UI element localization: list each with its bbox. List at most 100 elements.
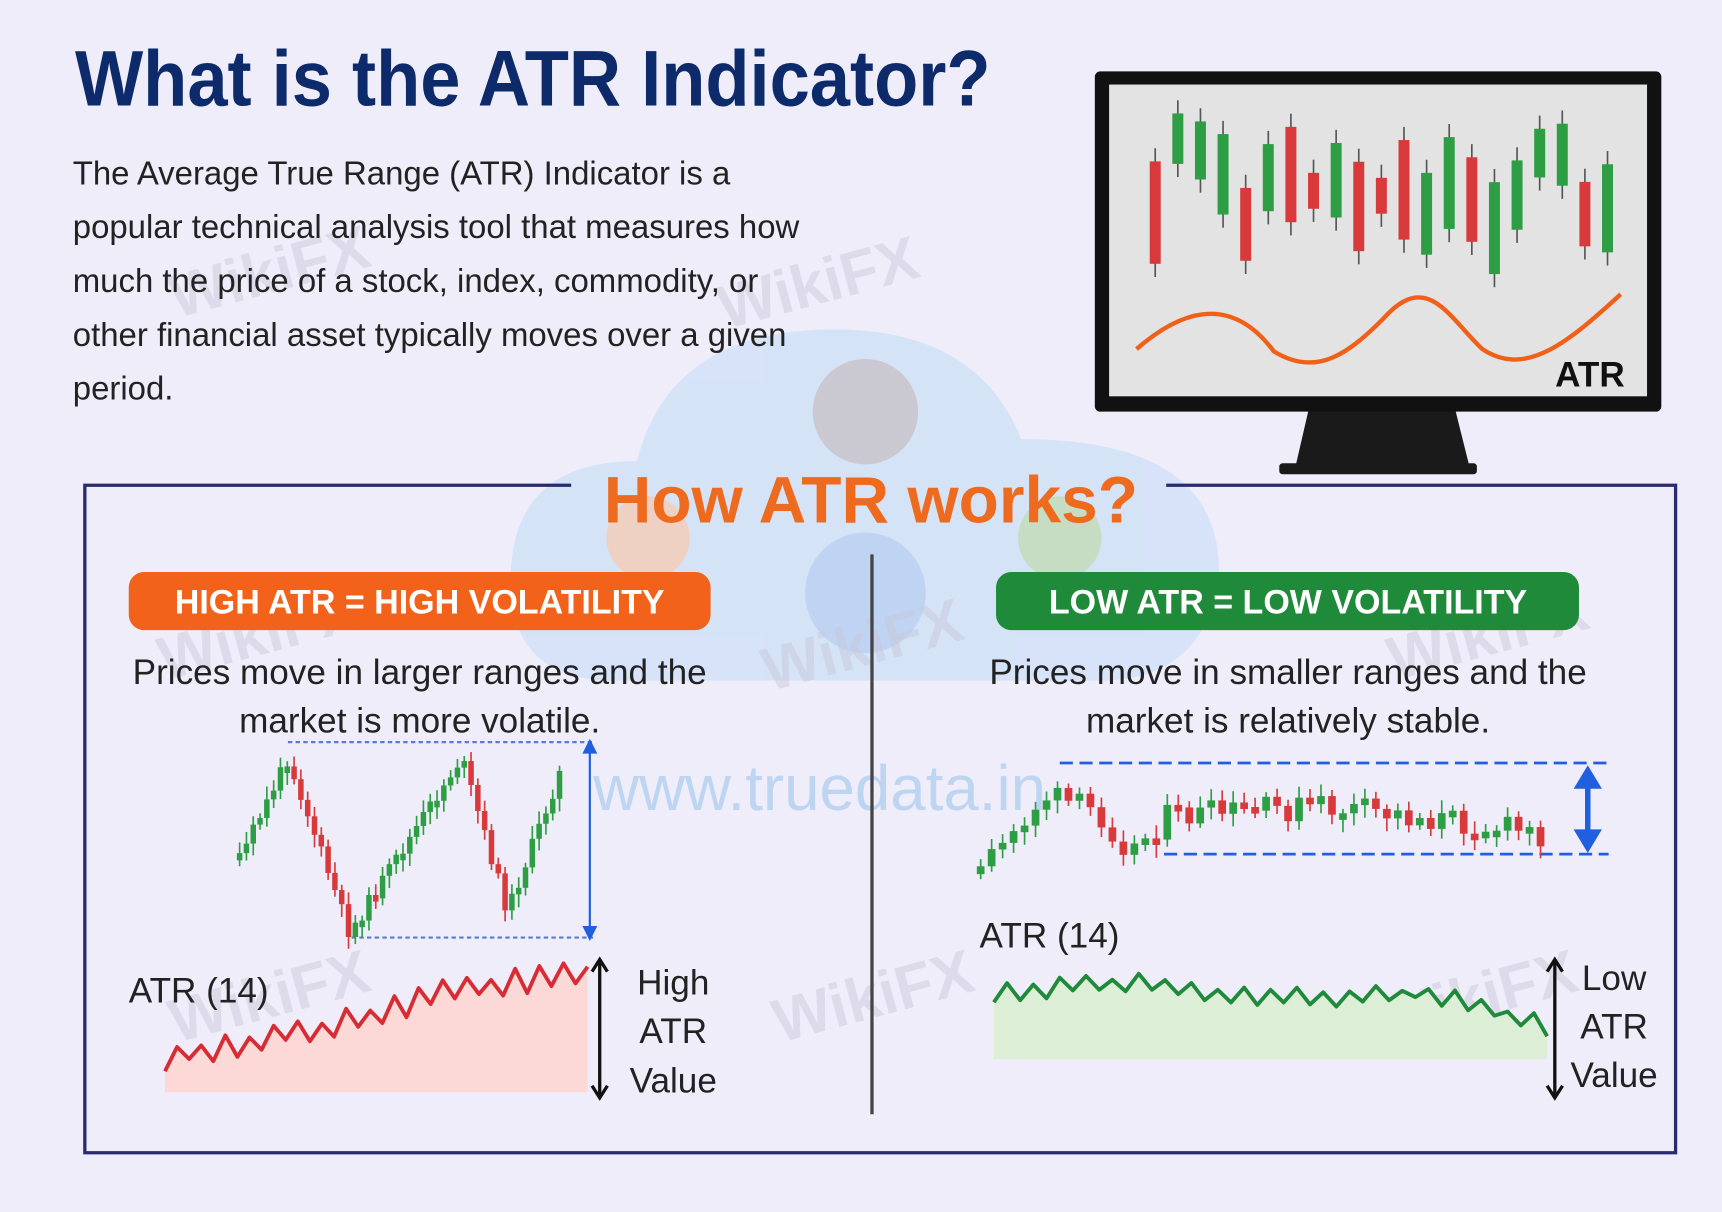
candle-body xyxy=(468,761,474,785)
high-text: Prices move in larger ranges and the xyxy=(133,653,707,692)
candle-body xyxy=(434,800,440,808)
candle-body xyxy=(257,818,263,825)
high-badge xyxy=(128,571,711,631)
candle-body xyxy=(1534,128,1546,178)
high-side-label: ATR xyxy=(639,1012,707,1051)
candle-body xyxy=(1328,796,1336,815)
candle-body xyxy=(522,867,529,888)
candle-body xyxy=(549,798,556,814)
candle-body xyxy=(1218,800,1227,814)
high-side-label: High xyxy=(637,964,709,1003)
candle-body xyxy=(243,843,250,854)
candle-body xyxy=(1020,825,1029,833)
high-badge-text: HIGH ATR = HIGH VOLATILITY xyxy=(175,584,665,622)
low-badge xyxy=(996,571,1579,631)
candle-body xyxy=(1514,816,1523,831)
monitor-candles xyxy=(1149,100,1614,288)
candle-body xyxy=(291,766,297,780)
candle-body xyxy=(1361,798,1369,806)
candle-body xyxy=(987,849,996,867)
low-side-label: ATR xyxy=(1580,1008,1648,1047)
candle-body xyxy=(386,864,393,876)
candle-body xyxy=(475,784,481,811)
candle-body xyxy=(441,785,447,801)
candle-body xyxy=(1217,134,1229,215)
candle-body xyxy=(1470,833,1479,841)
candle-body xyxy=(366,894,372,921)
low-side-label: Value xyxy=(1570,1056,1657,1095)
candle-body xyxy=(250,824,256,844)
atr-arrow xyxy=(1545,956,1564,1101)
candle-body xyxy=(1372,798,1380,809)
candle-body xyxy=(1404,810,1413,826)
candle-body xyxy=(1466,157,1478,242)
candle-body xyxy=(1448,810,1457,818)
section-title: How ATR works? xyxy=(604,462,1138,536)
candle-body xyxy=(1284,805,1292,822)
candle-body xyxy=(311,816,318,835)
candle-body xyxy=(543,813,549,824)
candle-body xyxy=(447,777,454,786)
candle-body xyxy=(481,810,488,831)
watermark-url: www.truedata.in xyxy=(592,753,1046,824)
candle-body xyxy=(1196,807,1205,824)
candle-body xyxy=(1075,793,1084,801)
candle-body xyxy=(1383,808,1391,819)
candle-body xyxy=(1330,143,1342,218)
high-candles xyxy=(236,752,563,949)
candle-body xyxy=(976,866,985,875)
candle-body xyxy=(1273,796,1281,806)
candle-body xyxy=(1086,793,1095,808)
low-atr-line xyxy=(992,971,1549,1060)
candle-body xyxy=(502,873,508,911)
candle-body xyxy=(1240,187,1252,261)
candle-body xyxy=(1579,181,1591,247)
description-line: other financial asset typically moves ov… xyxy=(73,316,787,353)
candle-body xyxy=(1421,172,1433,255)
candle-body xyxy=(454,767,461,778)
candle-body xyxy=(298,779,304,800)
candle-body xyxy=(1174,804,1183,812)
candle-body xyxy=(1426,817,1435,829)
low-candles xyxy=(976,781,1545,880)
candle-body xyxy=(1229,802,1238,814)
candle-body xyxy=(270,790,277,800)
atr-arrow xyxy=(590,956,609,1101)
low-text: market is relatively stable. xyxy=(1086,701,1490,740)
description-line: period. xyxy=(73,370,174,407)
monitor-label: ATR xyxy=(1555,355,1625,394)
candle-body xyxy=(277,767,284,791)
candle-body xyxy=(1262,144,1274,212)
candle-body xyxy=(345,904,352,937)
candle-body xyxy=(556,770,563,799)
candle-body xyxy=(318,834,325,847)
candle-body xyxy=(461,761,467,768)
candle-body xyxy=(1353,161,1365,252)
candle-body xyxy=(495,864,502,874)
candle-body xyxy=(1207,800,1216,808)
candle-body xyxy=(1108,827,1117,842)
candle-body xyxy=(1415,817,1424,826)
candle-body xyxy=(1492,830,1501,838)
candle-body xyxy=(1437,813,1446,829)
high-atr-label: ATR (14) xyxy=(129,971,269,1010)
candle-body xyxy=(1194,121,1206,180)
atr-line xyxy=(163,961,590,1073)
candle-body xyxy=(509,893,515,911)
candle-body xyxy=(1443,137,1455,229)
candle-body xyxy=(1064,787,1073,801)
candle-body xyxy=(1339,813,1347,820)
candle-body xyxy=(1459,810,1468,834)
candle-body xyxy=(393,854,399,865)
candle-body xyxy=(488,830,495,865)
candle-body xyxy=(1556,123,1568,186)
candle-body xyxy=(1163,804,1172,840)
range-arrow xyxy=(1573,765,1602,853)
description-line: The Average True Range (ATR) Indicator i… xyxy=(73,154,731,191)
candle-body xyxy=(284,766,291,774)
candle-body xyxy=(236,853,243,861)
candle-body xyxy=(529,838,536,868)
candle-body xyxy=(1262,796,1270,811)
candle-body xyxy=(1481,831,1490,839)
